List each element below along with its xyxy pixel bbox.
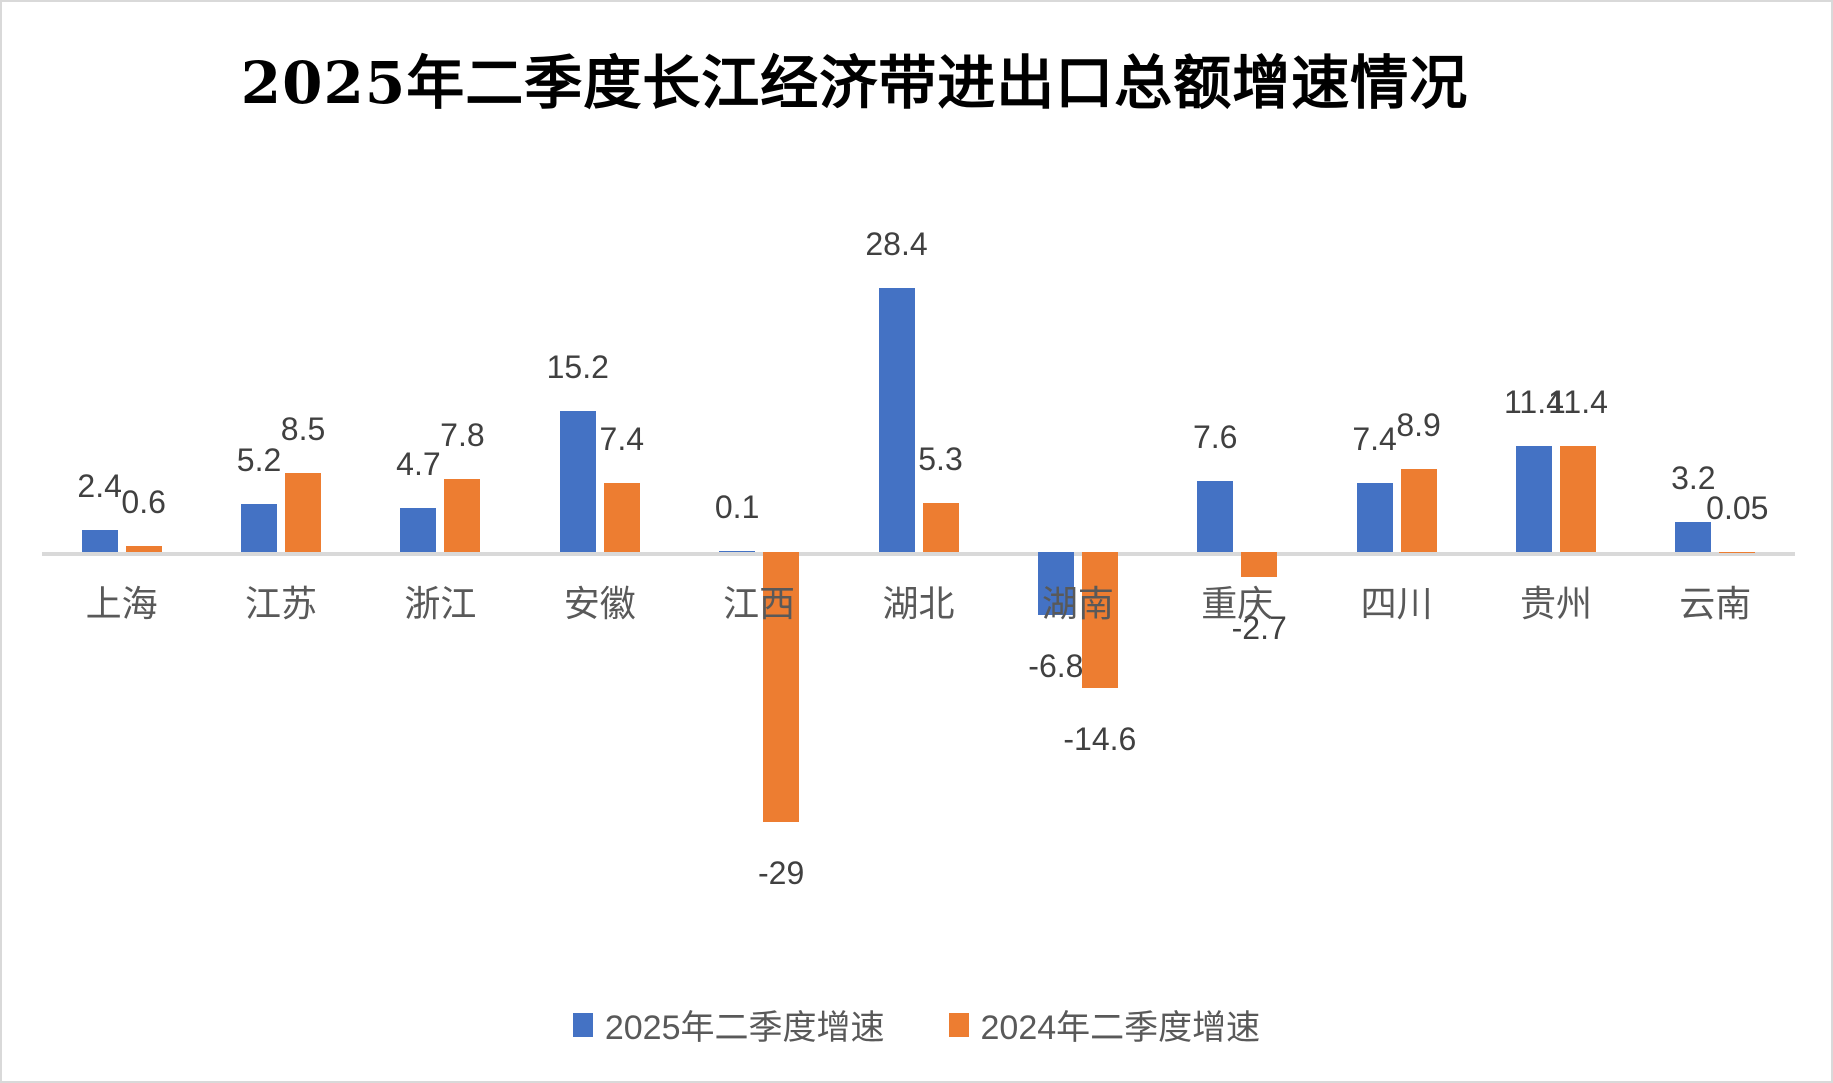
bar [878,287,915,552]
data-label: 28.4 [865,225,928,262]
data-label: 5.2 [236,441,282,478]
category-label: 江苏 [245,583,318,624]
bar [1719,551,1756,552]
bar [603,483,640,552]
data-label: 0.6 [121,484,166,521]
bar [81,529,118,552]
category-label: 湖南 [1041,583,1114,624]
bar [1675,522,1712,552]
category-label: 安徽 [563,583,636,624]
data-label: 2.4 [77,467,122,504]
category-label: 上海 [85,583,158,624]
data-label: 5.3 [918,440,963,477]
data-label: -14.6 [1063,720,1137,757]
bar [1241,552,1278,578]
bar [285,472,322,552]
legend-label-2024: 2024年二季度增速 [980,1009,1261,1047]
data-label: 7.4 [1352,421,1397,458]
legend-swatch-2024-icon [948,1012,969,1037]
bar [763,552,800,822]
category-label: 湖北 [882,583,955,624]
data-label: -6.8 [1028,648,1084,685]
bar [922,502,959,552]
bar [1559,445,1596,552]
bar [1081,552,1118,688]
category-label: 四川 [1360,583,1433,624]
data-label: 4.7 [396,446,441,483]
data-label: -2.7 [1231,610,1287,647]
data-label: 8.9 [1396,407,1441,444]
legend-label-2025: 2025年二季度增速 [604,1009,885,1047]
category-label: 浙江 [404,583,477,624]
data-label: 7.4 [599,421,645,458]
data-label: 3.2 [1671,460,1716,497]
bar [241,503,278,552]
legend-item-2024: 2024年二季度增速 [948,1000,1261,1049]
legend: 2025年二季度增速 2024年二季度增速 [2,1000,1831,1049]
legend-swatch-2025-icon [572,1012,593,1037]
bar [125,546,162,552]
legend-item-2025: 2025年二季度增速 [572,1000,885,1049]
bar [1197,481,1234,552]
category-label: 重庆 [1201,583,1274,624]
data-label: -29 [758,854,805,891]
bar [1400,469,1437,552]
data-label: 7.6 [1192,419,1238,456]
chart-title: 2025年二季度长江经济带进出口总额增速情况 [240,49,1469,117]
data-label: 11.4 [1548,383,1608,420]
bar [559,410,596,552]
bar [400,508,437,552]
category-label: 江西 [723,583,796,624]
data-label: 11.4 [1504,383,1564,420]
bar [1356,483,1393,552]
category-label: 云南 [1679,583,1752,624]
data-label: 8.5 [280,410,326,447]
x-axis-line [42,552,1795,556]
bar [719,551,756,552]
bar [1037,552,1074,616]
category-label: 贵州 [1519,583,1592,624]
data-label: 0.05 [1706,489,1769,526]
bar [1515,445,1552,552]
bar [444,479,481,552]
data-label: 0.1 [714,489,760,526]
data-label: 15.2 [546,348,609,385]
data-label: 7.8 [440,417,485,454]
